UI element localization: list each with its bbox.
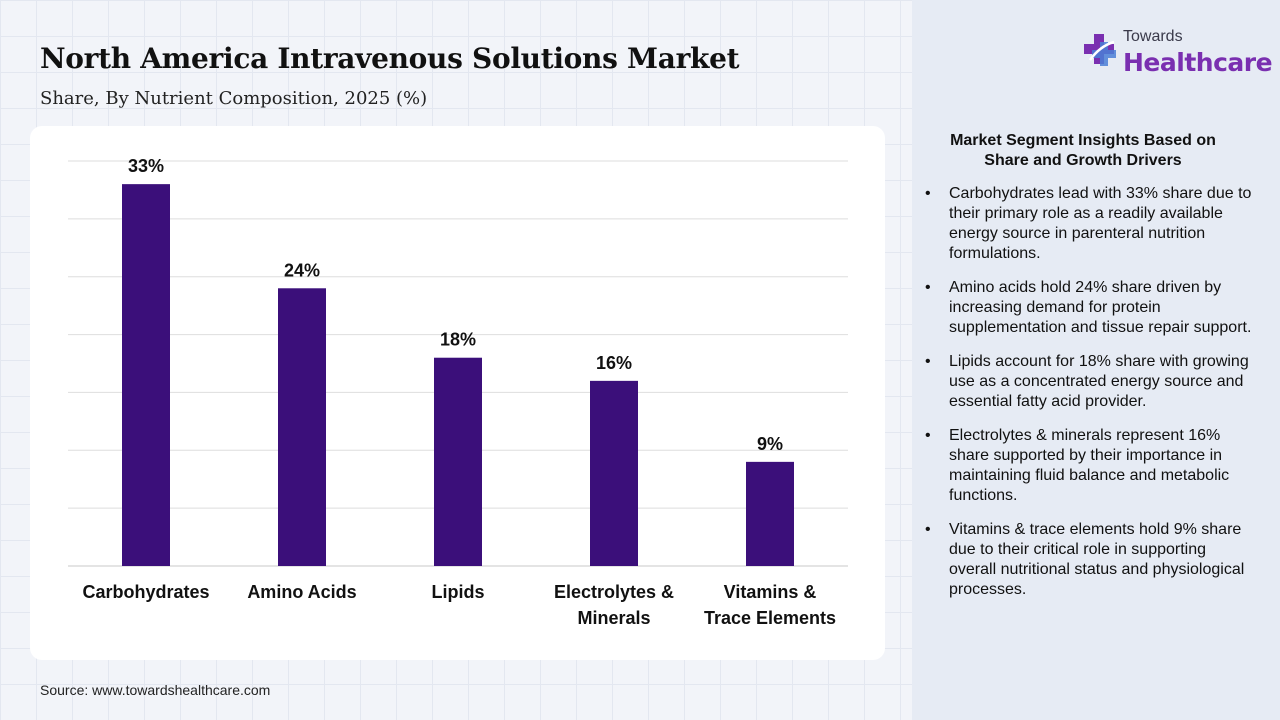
bar-chart: 33% Carbohydrates 24% Amino Acids 18% Lipids 1…: [68, 156, 848, 628]
bullet-icon: •: [925, 521, 931, 538]
x-tick-label: Minerals: [577, 608, 650, 628]
insight-text: Electrolytes & minerals represent 16% sh…: [949, 427, 1230, 504]
bar: [278, 288, 326, 566]
bar: [590, 380, 638, 566]
x-tick-label: Lipids: [432, 582, 485, 602]
insights-title: Market Segment Insights Based on Share a…: [950, 132, 1216, 169]
data-label: 9%: [757, 434, 783, 454]
chart-title: North America Intravenous Solutions Mark…: [40, 42, 740, 75]
data-label: 16%: [596, 353, 632, 373]
x-tick-label: Amino Acids: [247, 582, 356, 602]
bullet-icon: •: [925, 427, 931, 444]
bullet-icon: •: [925, 185, 931, 202]
insight-item: • Electrolytes & minerals represent 16% s…: [922, 426, 1252, 506]
data-label: 18%: [440, 330, 476, 350]
source-note: Source: www.towardshealthcare.com: [40, 682, 271, 698]
bar: [434, 357, 482, 566]
x-tick-label: Trace Elements: [704, 608, 836, 628]
insight-item: • Carbohydrates lead with 33% share due t…: [922, 184, 1252, 264]
data-label: 33%: [128, 156, 164, 176]
insight-text: Carbohydrates lead with 33% share due to…: [949, 185, 1252, 262]
insights-list: • Carbohydrates lead with 33% share due t…: [922, 184, 1252, 614]
bullet-icon: •: [925, 353, 931, 370]
data-label: 24%: [284, 260, 320, 280]
bar: [122, 184, 170, 566]
logo-text-top: Towards: [1123, 28, 1183, 45]
logo-text-main: Healthcare: [1123, 48, 1273, 77]
insight-item: • Vitamins & trace elements hold 9% share…: [922, 520, 1252, 600]
chart-card: 33% Carbohydrates 24% Amino Acids 18% Lipids 1…: [30, 126, 885, 660]
x-tick-label: Vitamins &: [724, 582, 817, 602]
towards-healthcare-logo: Towards Healthcare: [1080, 28, 1273, 78]
insight-text: Lipids account for 18% share with growin…: [949, 353, 1249, 410]
bar: [746, 461, 794, 566]
insight-item: • Amino acids hold 24% share driven by in…: [922, 278, 1252, 338]
insight-text: Amino acids hold 24% share driven by inc…: [949, 279, 1252, 336]
x-tick-label: Carbohydrates: [82, 582, 209, 602]
insights-panel: [912, 0, 1280, 720]
chart-subtitle: Share, By Nutrient Composition, 2025 (%): [40, 88, 428, 109]
x-tick-label: Electrolytes &: [554, 582, 674, 602]
medical-cross-icon: [1084, 34, 1116, 66]
insight-item: • Lipids account for 18% share with growi…: [922, 352, 1252, 412]
bullet-icon: •: [925, 279, 931, 296]
insight-text: Vitamins & trace elements hold 9% share …: [949, 521, 1245, 598]
